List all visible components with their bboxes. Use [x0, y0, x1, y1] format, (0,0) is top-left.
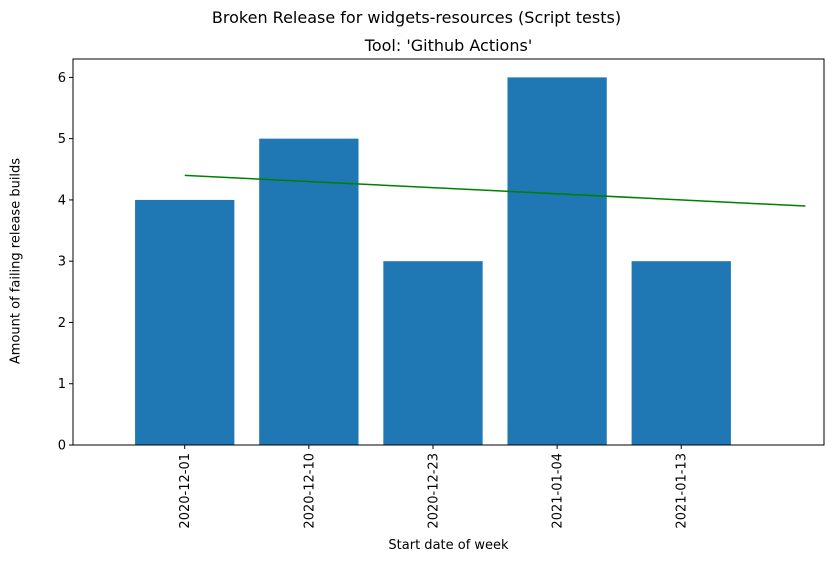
bar-2020-12-23 — [383, 261, 483, 445]
y-tick-label-5: 5 — [58, 132, 66, 147]
chart-suptitle: Broken Release for widgets-resources (Sc… — [211, 8, 622, 27]
trend-group — [184, 174, 806, 207]
y-tick-label-6: 6 — [58, 71, 66, 86]
bars-group — [135, 77, 731, 445]
y-axis: 0 1 2 3 4 5 6 — [58, 71, 73, 454]
x-axis: 2020-12-01 2020-12-10 2020-12-23 2021-01-04… — [178, 445, 690, 529]
x-tick-label-2020-12-23: 2020-12-23 — [426, 453, 441, 529]
trend-line — [184, 174, 806, 207]
bar-2021-01-04 — [507, 77, 607, 445]
chart-title: Tool: 'Github Actions' — [364, 36, 533, 55]
bar-2021-01-13 — [631, 261, 731, 445]
plot-frame — [72, 58, 825, 446]
bar-2020-12-10 — [259, 138, 359, 445]
y-tick-label-1: 1 — [58, 377, 66, 392]
x-tick-label-2020-12-01: 2020-12-01 — [178, 453, 193, 529]
x-tick-label-2021-01-04: 2021-01-04 — [551, 453, 566, 529]
y-tick-label-2: 2 — [58, 316, 66, 331]
y-tick-label-3: 3 — [58, 255, 66, 270]
y-tick-label-0: 0 — [58, 439, 66, 454]
x-axis-label: Start date of week — [388, 538, 509, 553]
x-tick-label-2021-01-13: 2021-01-13 — [675, 453, 690, 529]
x-tick-label-2020-12-10: 2020-12-10 — [302, 453, 317, 529]
y-tick-label-4: 4 — [58, 193, 66, 208]
bar-2020-12-01 — [135, 199, 235, 445]
